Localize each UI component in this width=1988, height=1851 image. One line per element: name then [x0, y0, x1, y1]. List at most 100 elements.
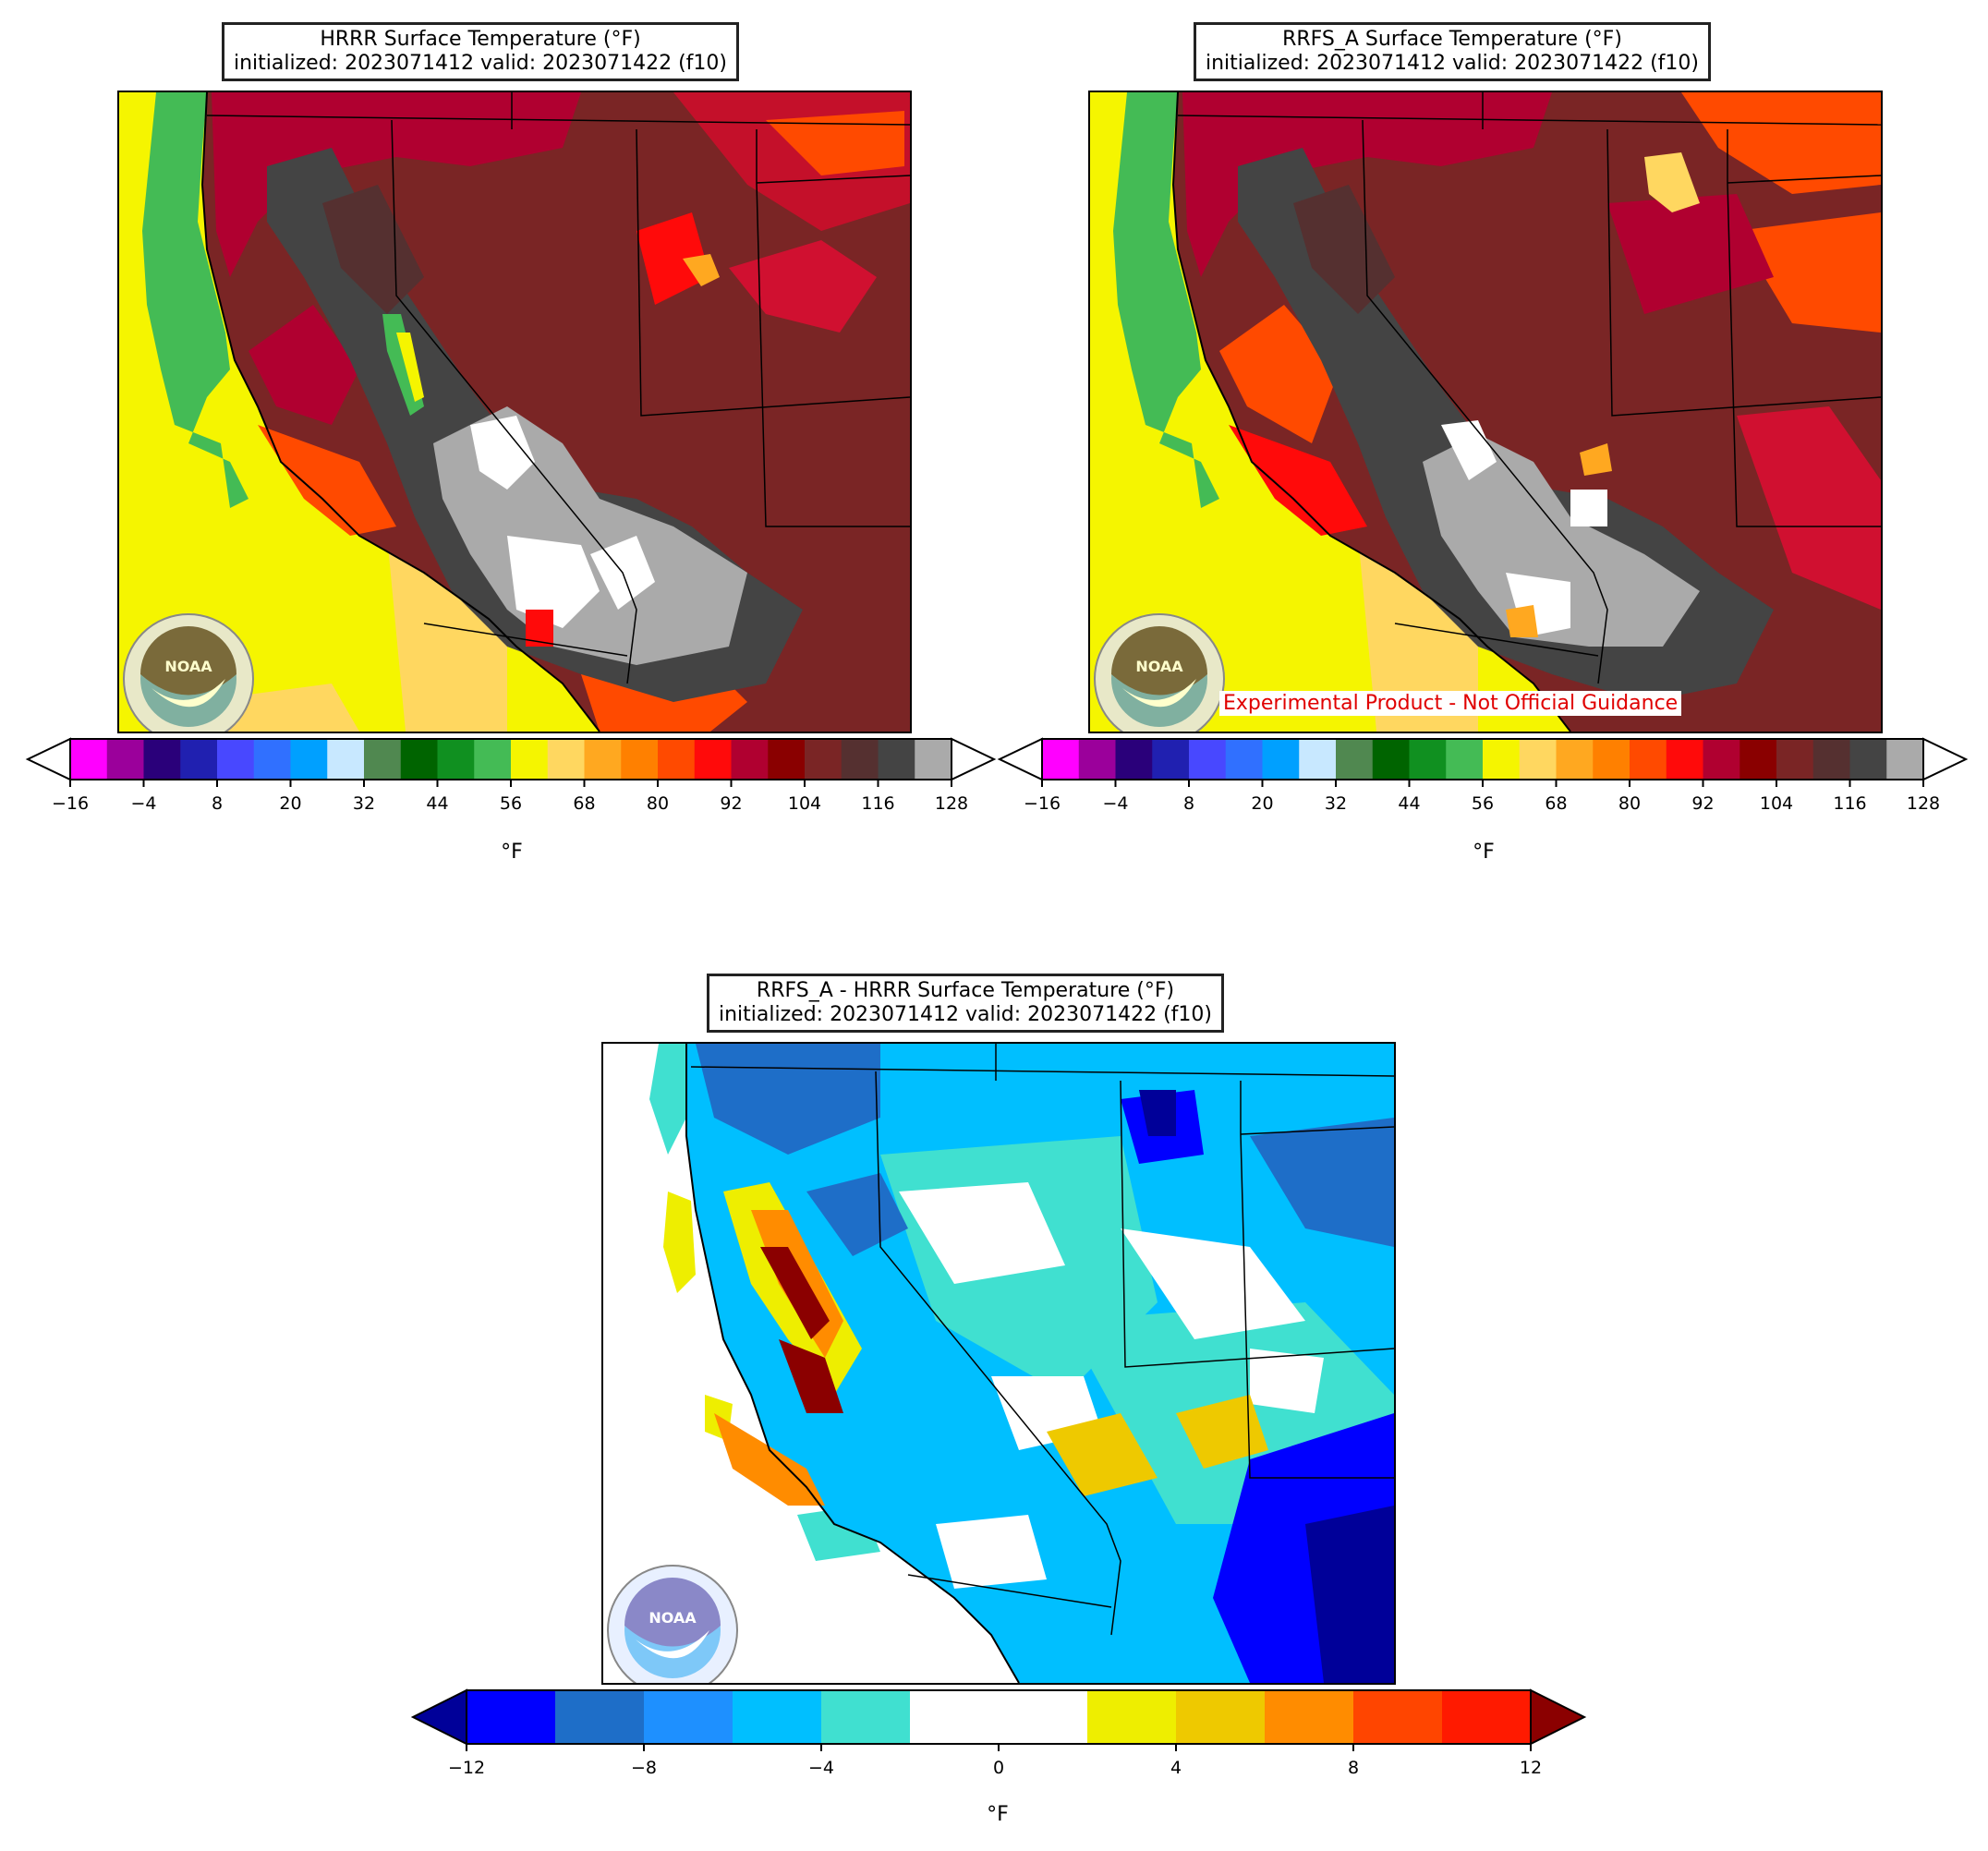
rrfs-colorbar-tick-label: 104 — [1760, 793, 1793, 814]
hrrr-colorbar-tick-label: 32 — [353, 793, 375, 814]
diff-colorbar-tick-label: 4 — [1170, 1758, 1182, 1778]
hrrr-title: HRRR Surface Temperature (°F) initialize… — [222, 22, 739, 81]
hrrr-colorbar-tick-label: 92 — [720, 793, 742, 814]
rrfs-colorbar-segment — [1849, 739, 1887, 780]
rrfs-colorbar-unit: °F — [1473, 841, 1495, 864]
hrrr-colorbar-segment — [217, 739, 255, 780]
hrrr-logo-text: NOAA — [164, 658, 212, 675]
hrrr-colorbar-segment — [180, 739, 218, 780]
diff-colorbar-segment — [1176, 1690, 1266, 1744]
hrrr-colorbar: −16 −4 8 20 32 44 56 68 80 92 104 116 128 — [25, 737, 998, 822]
hrrr-title-line1: HRRR Surface Temperature (°F) — [320, 28, 641, 51]
rrfs-colorbar-segment — [1372, 739, 1410, 780]
diff-noaa-logo: NOAA — [607, 1565, 738, 1683]
rrfs-colorbar-tick-label: 92 — [1691, 793, 1714, 814]
diff-colorbar-segment — [1087, 1690, 1177, 1744]
rrfs-title: RRFS_A Surface Temperature (°F) initiali… — [1194, 22, 1711, 81]
rrfs-colorbar-tick-label: 20 — [1251, 793, 1273, 814]
diff-colorbar-tick-label: 0 — [993, 1758, 1004, 1778]
rrfs-logo-text: NOAA — [1135, 658, 1183, 675]
rrfs-title-line1: RRFS_A Surface Temperature (°F) — [1282, 28, 1622, 51]
experimental-label: Experimental Product - Not Official Guid… — [1219, 691, 1682, 716]
rrfs-colorbar-tick-label: 32 — [1325, 793, 1347, 814]
hrrr-colorbar-segment — [805, 739, 842, 780]
rrfs-colorbar-segment — [1152, 739, 1190, 780]
hrrr-colorbar-unit: °F — [501, 841, 523, 864]
hrrr-colorbar-segment — [327, 739, 365, 780]
diff-title-line2: initialized: 2023071412 valid: 202307142… — [719, 1003, 1212, 1026]
rrfs-colorbar-segment — [1262, 739, 1300, 780]
hrrr-colorbar-segment — [878, 739, 915, 780]
hrrr-noaa-logo: NOAA — [123, 613, 254, 732]
rrfs-colorbar-segment — [1666, 739, 1703, 780]
rrfs-colorbar-segment — [1189, 739, 1227, 780]
hrrr-colorbar-tick-label: 80 — [647, 793, 669, 814]
hrrr-colorbar-svg: −16 −4 8 20 32 44 56 68 80 92 104 116 128 — [25, 737, 997, 814]
rrfs-colorbar-segment — [1630, 739, 1667, 780]
rrfs-colorbar-segment — [1042, 739, 1080, 780]
rrfs-colorbar-extend-high — [1922, 737, 1969, 781]
hrrr-map: NOAA — [117, 91, 912, 733]
rrfs-colorbar-segment — [1519, 739, 1557, 780]
diff-colorbar: −12 −8 −4 0 4 8 12 — [410, 1688, 1587, 1783]
hrrr-colorbar-segment — [621, 739, 659, 780]
rrfs-colorbar-tick-label: 68 — [1545, 793, 1567, 814]
rrfs-colorbar-segment — [1703, 739, 1740, 780]
hrrr-colorbar-extend-low — [25, 737, 71, 781]
hrrr-colorbar-segment — [584, 739, 622, 780]
rrfs-colorbar-tick-label: 56 — [1472, 793, 1494, 814]
hrrr-colorbar-tick-label: −4 — [130, 793, 156, 814]
rrfs-colorbar-svg: −16 −4 8 20 32 44 56 68 80 92 104 116 128 — [997, 737, 1969, 814]
rrfs-colorbar-segment — [1336, 739, 1374, 780]
rrfs-colorbar-tick-label: −16 — [1024, 793, 1061, 814]
hrrr-colorbar-tick-label: 104 — [788, 793, 821, 814]
hrrr-colorbar-tick-label: 68 — [573, 793, 595, 814]
hrrr-colorbar-segment — [253, 739, 291, 780]
diff-colorbar-segment — [644, 1690, 733, 1744]
hrrr-colorbar-segment — [474, 739, 512, 780]
hrrr-colorbar-segment — [841, 739, 879, 780]
rrfs-colorbar-segment — [1225, 739, 1263, 780]
diff-colorbar-extend-high — [1530, 1688, 1587, 1746]
rrfs-colorbar-segment — [1078, 739, 1116, 780]
rrfs-colorbar-segment — [1556, 739, 1594, 780]
hrrr-colorbar-segment — [106, 739, 144, 780]
diff-colorbar-segment — [1442, 1690, 1532, 1744]
rrfs-colorbar-tick-label: 8 — [1183, 793, 1194, 814]
rrfs-colorbar-segment — [1299, 739, 1337, 780]
diff-map-canvas: NOAA — [603, 1044, 1394, 1683]
diff-title: RRFS_A - HRRR Surface Temperature (°F) i… — [707, 974, 1224, 1033]
diff-colorbar-svg: −12 −8 −4 0 4 8 12 — [410, 1688, 1587, 1778]
diff-colorbar-extend-low — [410, 1688, 467, 1746]
rrfs-colorbar-segment — [1115, 739, 1153, 780]
diff-colorbar-segment — [467, 1690, 556, 1744]
hrrr-colorbar-segment — [437, 739, 475, 780]
hrrr-colorbar-tick-label: 44 — [426, 793, 448, 814]
rrfs-colorbar-segment — [1776, 739, 1814, 780]
hrrr-colorbar-segment — [694, 739, 732, 780]
rrfs-colorbar-extend-low — [997, 737, 1043, 781]
diff-colorbar-segment — [733, 1690, 822, 1744]
rrfs-colorbar-tick-label: 116 — [1833, 793, 1866, 814]
diff-colorbar-segment — [555, 1690, 645, 1744]
rrfs-colorbar-segment — [1740, 739, 1777, 780]
rrfs-colorbar-segment — [1593, 739, 1630, 780]
diff-colorbar-segment — [1265, 1690, 1354, 1744]
rrfs-map: NOAA — [1088, 91, 1883, 733]
hrrr-colorbar-tick-label: 128 — [935, 793, 968, 814]
rrfs-colorbar-tick-label: 80 — [1618, 793, 1641, 814]
hrrr-colorbar-segment — [915, 739, 952, 780]
diff-colorbar-tick-label: 12 — [1520, 1758, 1542, 1778]
rrfs-map-canvas: NOAA — [1090, 92, 1881, 732]
hrrr-colorbar-tick-label: 116 — [861, 793, 894, 814]
rrfs-noaa-logo: NOAA — [1094, 613, 1225, 732]
rrfs-colorbar-tick-label: 44 — [1398, 793, 1420, 814]
hrrr-colorbar-tick-label: −16 — [52, 793, 89, 814]
diff-colorbar-segment — [1353, 1690, 1443, 1744]
rrfs-colorbar-segment — [1886, 739, 1924, 780]
diff-colorbar-tick-label: −8 — [631, 1758, 657, 1778]
hrrr-title-line2: initialized: 2023071412 valid: 202307142… — [234, 52, 727, 75]
diff-title-line1: RRFS_A - HRRR Surface Temperature (°F) — [756, 979, 1175, 1002]
hrrr-colorbar-tick-label: 20 — [279, 793, 301, 814]
diff-logo-text: NOAA — [649, 1609, 697, 1627]
